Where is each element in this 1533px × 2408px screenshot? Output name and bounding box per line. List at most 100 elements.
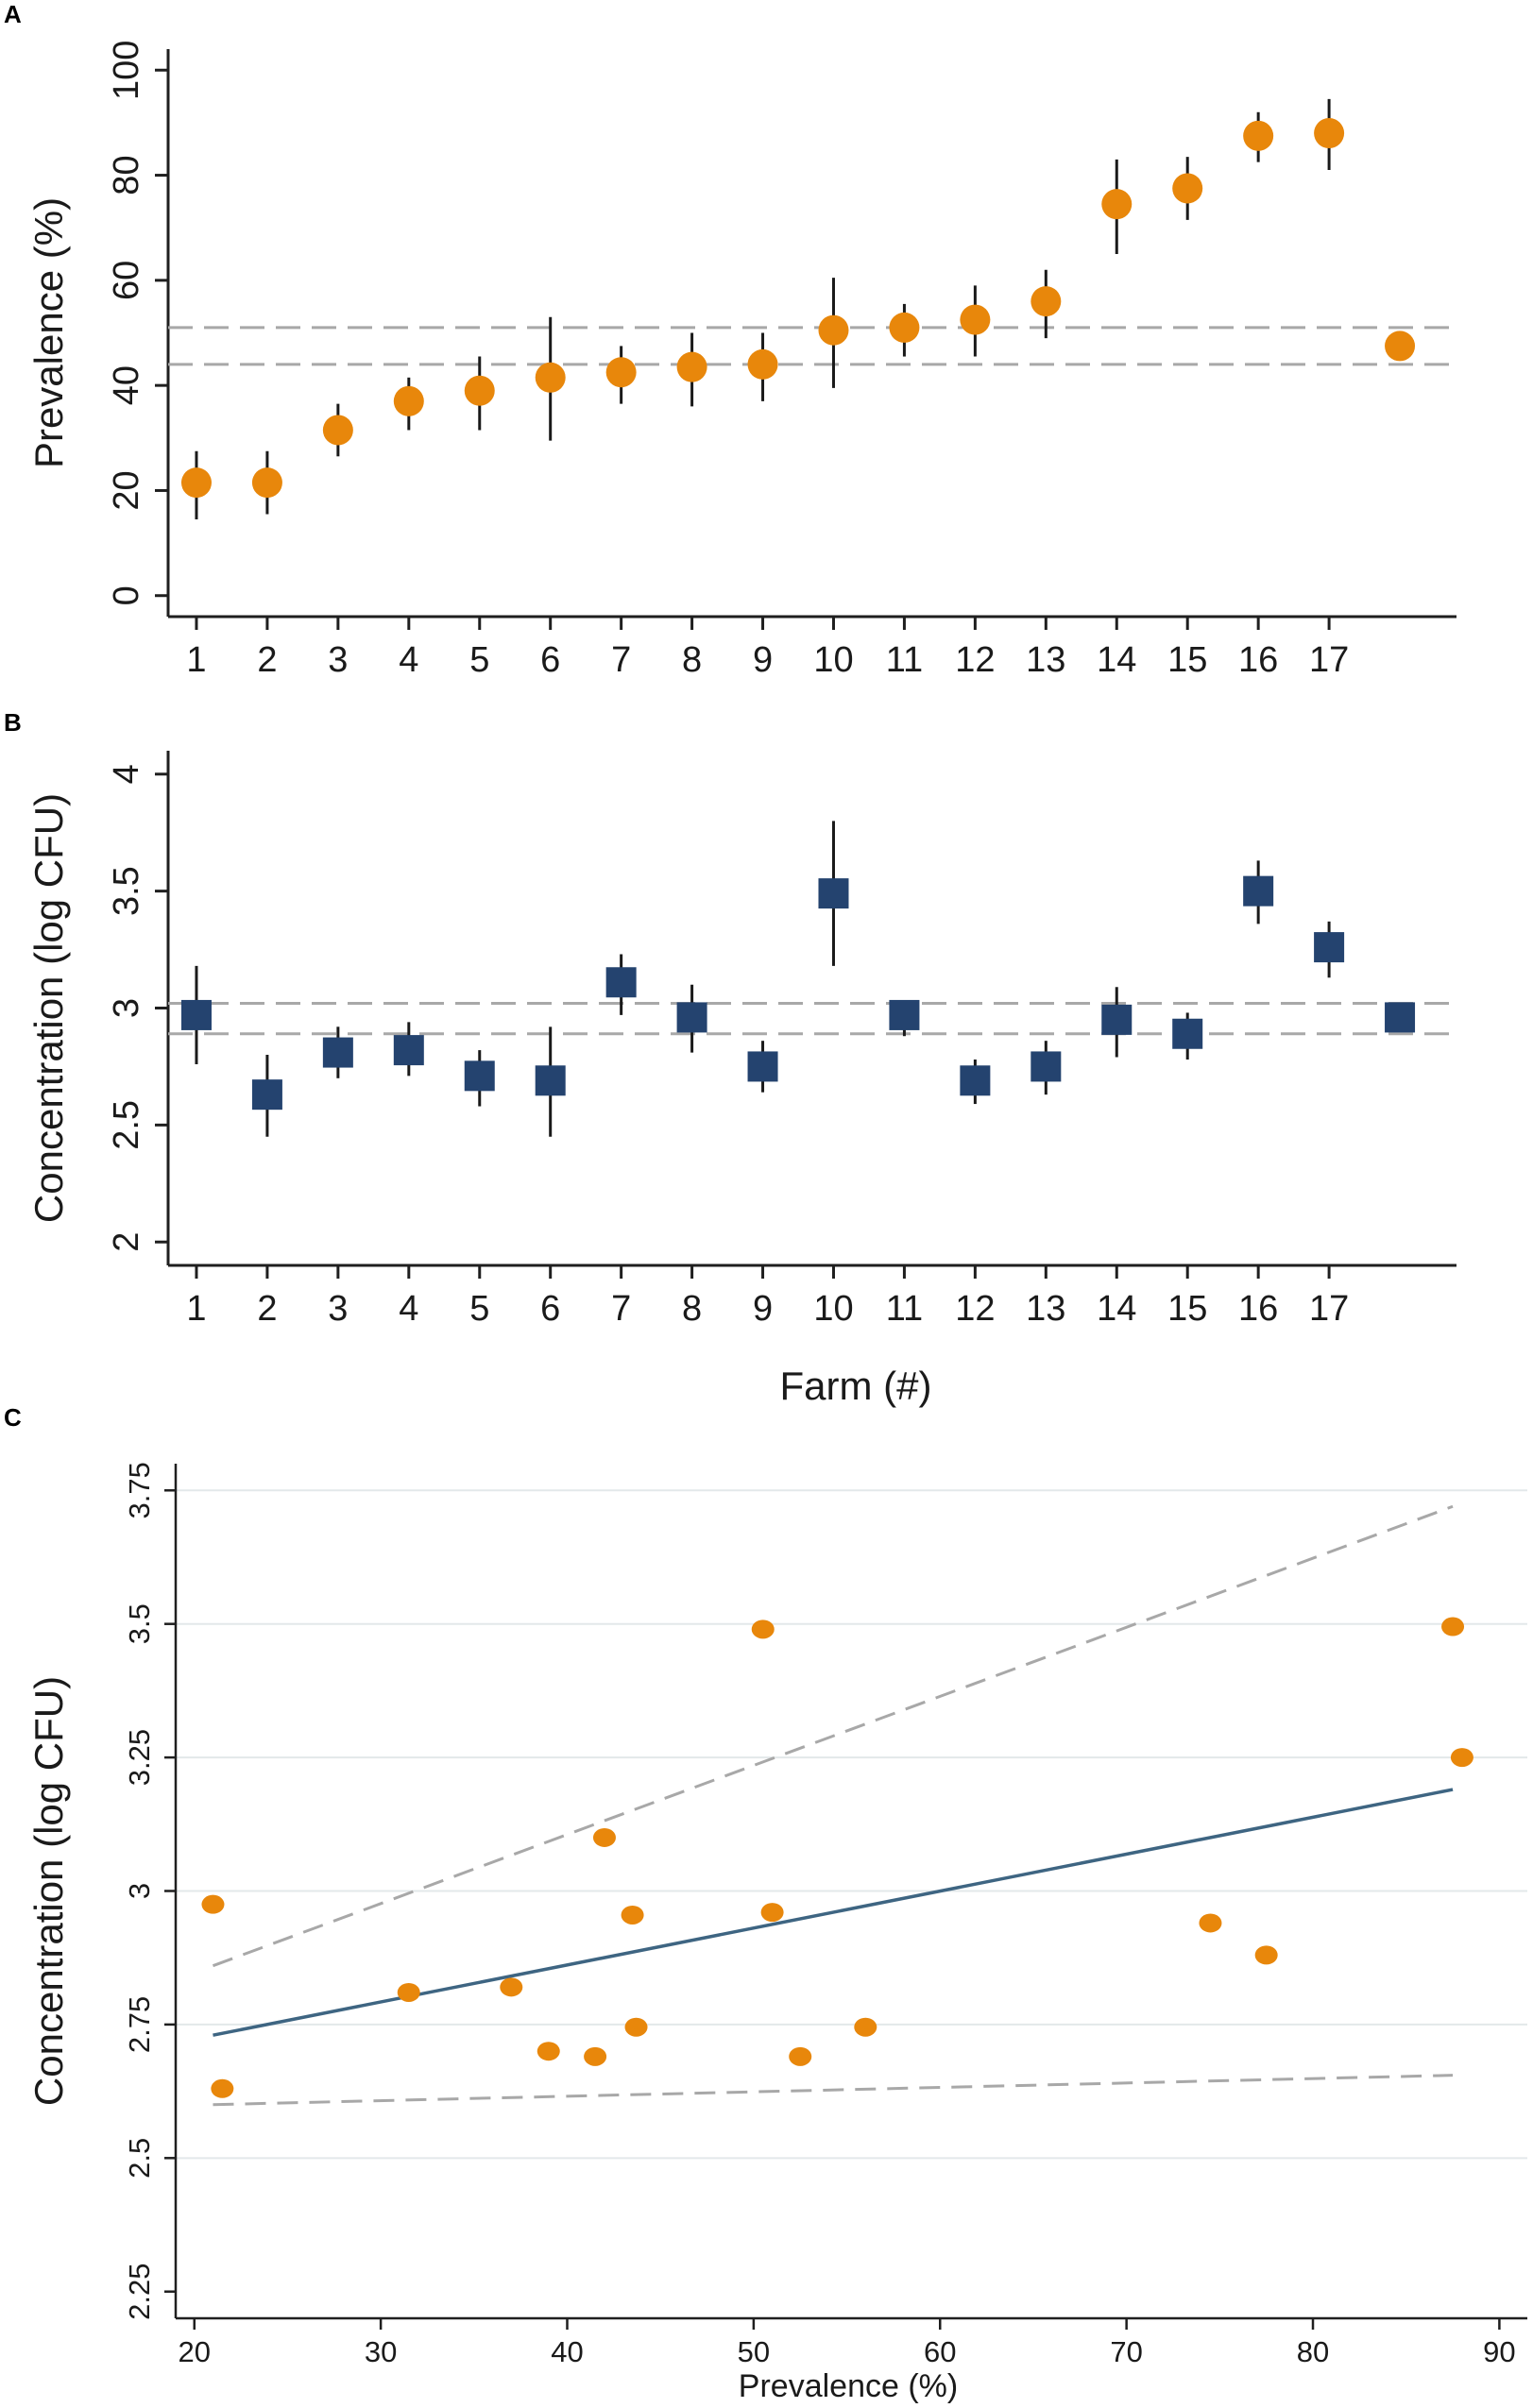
- farm-marker: [960, 1065, 991, 1096]
- farm-marker: [322, 1037, 353, 1068]
- data-point: [201, 1894, 225, 1914]
- x-tick-label: 17: [1309, 1289, 1349, 1329]
- ci-upper-line: [212, 1504, 1454, 1968]
- data-point: [592, 1827, 616, 1847]
- farm-marker: [464, 1060, 495, 1092]
- x-tick-label: 8: [682, 1289, 702, 1329]
- farm-marker: [1172, 173, 1203, 204]
- x-tick-label: 3: [328, 1289, 348, 1329]
- data-point: [500, 1977, 523, 1997]
- x-tick-label: 3: [328, 640, 348, 680]
- x-tick-label: 6: [540, 640, 560, 680]
- x-tick-label: 30: [365, 2335, 397, 2368]
- data-point: [789, 2046, 812, 2066]
- farm-marker: [535, 1065, 566, 1096]
- y-axis-title: Prevalence (%): [26, 197, 71, 468]
- farm-marker: [605, 967, 637, 998]
- x-tick-label: 16: [1238, 640, 1278, 680]
- data-point: [584, 2046, 607, 2066]
- x-tick-label: 15: [1167, 640, 1207, 680]
- farm-marker: [889, 999, 920, 1030]
- x-tick-label: 20: [178, 2335, 210, 2368]
- farm-marker: [251, 1079, 282, 1111]
- x-tick-label: 2: [257, 640, 277, 680]
- y-tick-label: 2.5: [123, 2138, 156, 2179]
- y-tick-label: 0: [107, 585, 146, 605]
- data-point: [751, 1619, 775, 1639]
- data-point: [621, 1905, 644, 1925]
- panel-b-letter: B: [4, 708, 22, 737]
- farm-marker: [960, 304, 991, 335]
- panel-b-concentration-chart: 22.533.541 2 3 4 5 6 7 8 9 10 11 12 13 14 15 16 17Concen…: [26, 751, 1456, 1408]
- farm-marker: [180, 999, 212, 1030]
- y-tick-label: 100: [107, 41, 146, 100]
- y-tick-label: 40: [107, 365, 146, 405]
- x-tick-label: 40: [551, 2335, 583, 2368]
- fit-line: [213, 1788, 1454, 2037]
- x-tick-label: 5: [469, 640, 489, 680]
- farm-marker: [1314, 118, 1345, 149]
- farm-marker: [1243, 875, 1274, 907]
- x-axis-title: Prevalence (%): [739, 2368, 958, 2404]
- farm-marker: [1031, 286, 1062, 317]
- y-tick-label: 3.5: [107, 866, 146, 916]
- ci-lower-line: [213, 2074, 1454, 2107]
- farm-marker: [676, 351, 707, 382]
- y-axis-title: Concentration (log CFU): [26, 793, 71, 1223]
- x-tick-label: 12: [955, 1289, 995, 1329]
- x-tick-label: 4: [399, 1289, 418, 1329]
- x-tick-label: 5: [469, 1289, 489, 1329]
- x-tick-label: 6: [540, 1289, 560, 1329]
- x-tick-label: 80: [1297, 2335, 1329, 2368]
- y-axis-title: Concentration (log CFU): [26, 1676, 71, 2106]
- x-tick-label: 4: [399, 640, 418, 680]
- x-tick-label: 1: [186, 1289, 206, 1329]
- overall-marker: [1385, 331, 1416, 362]
- farm-marker: [535, 362, 566, 393]
- data-point: [1199, 1913, 1222, 1933]
- data-point: [760, 1903, 784, 1923]
- data-point: [1254, 1945, 1278, 1965]
- x-tick-label: 17: [1309, 640, 1349, 680]
- x-tick-label: 2: [257, 1289, 277, 1329]
- data-point: [211, 2078, 234, 2098]
- y-tick-label: 80: [107, 155, 146, 195]
- y-tick-label: 4: [107, 764, 146, 784]
- y-tick-label: 3: [123, 1883, 156, 1899]
- y-tick-label: 2.5: [107, 1100, 146, 1150]
- farm-marker: [251, 467, 282, 499]
- data-point: [624, 2017, 648, 2037]
- x-axis-title: Farm (#): [780, 1364, 932, 1408]
- farm-marker: [605, 357, 637, 388]
- data-point: [537, 2042, 560, 2061]
- x-tick-label: 15: [1167, 1289, 1207, 1329]
- y-tick-label: 2.25: [123, 2264, 156, 2320]
- y-tick-label: 60: [107, 261, 146, 300]
- x-tick-label: 13: [1026, 640, 1065, 680]
- farm-marker: [1243, 120, 1274, 151]
- farm-marker: [818, 314, 849, 346]
- y-tick-label: 20: [107, 470, 146, 510]
- farm-marker: [889, 312, 920, 343]
- x-tick-label: 13: [1026, 1289, 1065, 1329]
- farm-marker: [676, 1002, 707, 1033]
- y-tick-label: 3.5: [123, 1603, 156, 1644]
- x-tick-label: 10: [813, 640, 853, 680]
- y-tick-label: 2.75: [123, 1996, 156, 2053]
- farm-marker: [180, 467, 212, 499]
- y-tick-label: 3: [107, 998, 146, 1018]
- y-tick-label: 3.25: [123, 1729, 156, 1786]
- panel-a-letter: A: [4, 0, 22, 28]
- data-point: [854, 2017, 877, 2037]
- farm-marker: [818, 878, 849, 909]
- farm-marker: [1031, 1051, 1062, 1082]
- x-tick-label: 50: [738, 2335, 770, 2368]
- x-tick-label: 70: [1110, 2335, 1142, 2368]
- farm-marker: [1101, 1004, 1133, 1035]
- panel-c-scatter-chart: 2.25 2.5 2.75 3 3.25 3.5 3.75 20 30 40 50 60 70 80 90 P…: [26, 1462, 1527, 2404]
- x-tick-label: 16: [1238, 1289, 1278, 1329]
- data-point: [397, 1982, 420, 2002]
- y-tick-label: 3.75: [123, 1462, 156, 1518]
